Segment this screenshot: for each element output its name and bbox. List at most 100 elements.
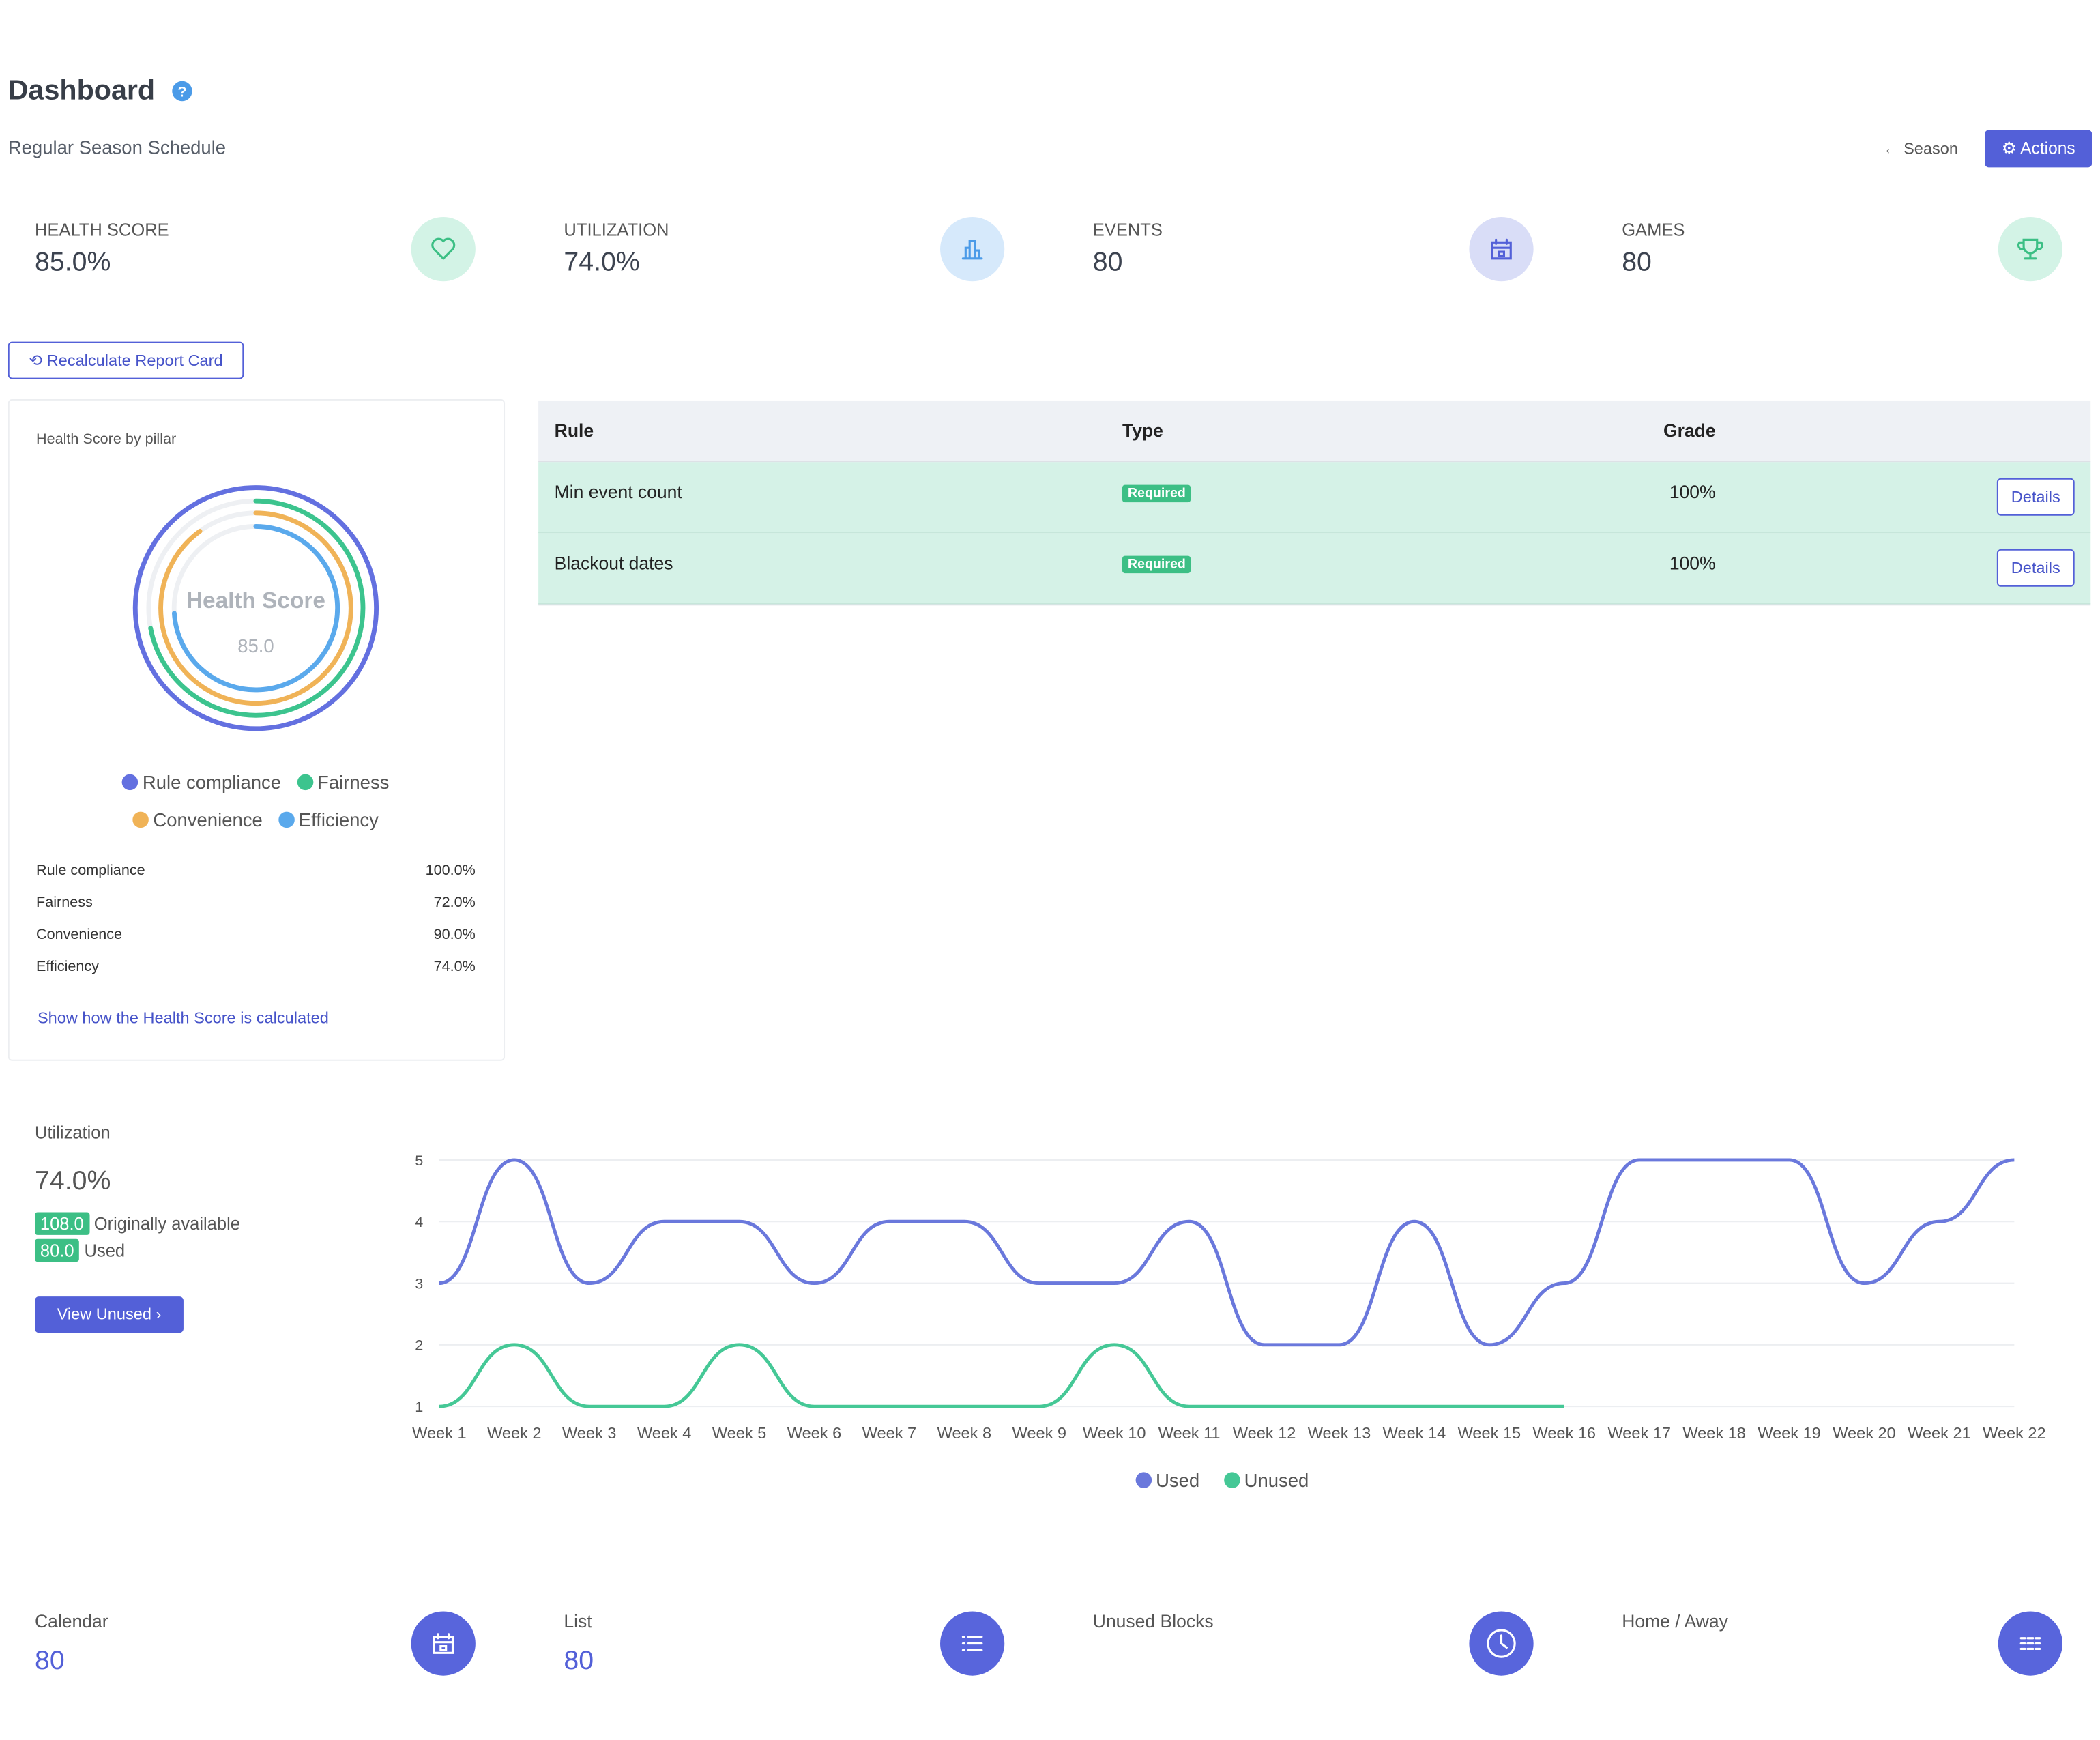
- icon-bg: [940, 217, 1005, 282]
- actions-text[interactable]: Actions: [2020, 139, 2075, 158]
- glyph-part: [961, 1636, 983, 1651]
- x-tick-label: Week 20: [1833, 1424, 1895, 1442]
- used-label: Used: [84, 1240, 126, 1261]
- icon-glyph: [961, 240, 983, 260]
- x-tick-label: Week 7: [862, 1424, 916, 1442]
- legend-dot: [122, 774, 138, 791]
- y-tick-label: 5: [415, 1152, 423, 1169]
- stat-label: GAMES: [1622, 219, 1685, 240]
- ring-arc: [171, 524, 340, 693]
- legend-dot: [278, 811, 295, 828]
- legend-item: Convenience: [132, 809, 263, 831]
- title: Dashboard: [8, 74, 156, 106]
- x-tick-label: Week 12: [1233, 1424, 1296, 1442]
- pillar-value: 100.0%: [425, 862, 476, 879]
- x-tick-label: Week 3: [562, 1424, 616, 1442]
- icon-glyph: [2019, 1637, 2041, 1651]
- x-tick-label: Week 6: [787, 1424, 841, 1442]
- details-button[interactable]: Details: [1996, 549, 2075, 587]
- x-tick-label: Week 19: [1758, 1424, 1820, 1442]
- back-link[interactable]: ← Season: [1882, 139, 1958, 158]
- x-tick-label: Week 17: [1607, 1424, 1671, 1442]
- actions-button[interactable]: ⚙ Actions: [1985, 130, 2092, 168]
- icon-bg: [411, 217, 476, 282]
- grade: 100%: [1669, 482, 1716, 503]
- type-badge: Required: [1122, 555, 1191, 574]
- icon: [1469, 1611, 1534, 1676]
- stat-label: UTILIZATION: [564, 219, 669, 240]
- grade: 100%: [1669, 553, 1716, 574]
- card-label: List: [564, 1611, 592, 1632]
- stat-value: 85.0%: [35, 248, 111, 278]
- glyph-part: [961, 240, 983, 260]
- x-tick-label: Week 18: [1682, 1424, 1746, 1442]
- icon-glyph: [1491, 238, 1512, 260]
- util-title: Utilization: [35, 1122, 111, 1143]
- legend-text: Used: [1156, 1470, 1199, 1491]
- stat-value: 74.0%: [564, 248, 640, 278]
- util-value: 74.0%: [35, 1166, 111, 1196]
- svg-text:?: ?: [177, 83, 186, 100]
- icon: [1469, 217, 1534, 282]
- line-series: [439, 1158, 2015, 1347]
- icon: [1998, 217, 2063, 282]
- legend-dot: [1135, 1472, 1152, 1488]
- details-button[interactable]: Details: [1996, 478, 2075, 516]
- legend-item: Efficiency: [278, 809, 379, 830]
- card-label: Unused Blocks: [1092, 1611, 1214, 1632]
- y-tick-label: 2: [415, 1337, 423, 1354]
- icon-bg: [1469, 217, 1534, 282]
- legend-text: Convenience: [153, 809, 263, 831]
- y-tick-label: 1: [415, 1398, 423, 1415]
- table-row: Blackout dates Required 100% Details: [538, 533, 2091, 605]
- glyph-part: [2019, 1637, 2041, 1651]
- health-card: [8, 398, 506, 1061]
- column-header: Type: [1122, 420, 1163, 441]
- x-tick-label: Week 5: [712, 1424, 766, 1442]
- legend-text: Unused: [1244, 1470, 1309, 1491]
- y-tick-label: 3: [415, 1275, 423, 1292]
- legend-text: Rule compliance: [142, 771, 282, 794]
- pillar-name: Fairness: [36, 895, 93, 911]
- available-badge: 108.0: [35, 1212, 89, 1235]
- glyph-part: [1491, 238, 1512, 260]
- pillar-value: 74.0%: [433, 959, 476, 976]
- stat-value: 80: [1622, 248, 1652, 278]
- card-value: 80: [35, 1646, 65, 1676]
- icon: [940, 217, 1005, 282]
- subtitle: Regular Season Schedule: [8, 136, 227, 158]
- y-tick-label: 4: [415, 1213, 423, 1230]
- help-icon[interactable]: ?: [171, 81, 192, 102]
- recalculate-button[interactable]: ⟲ Recalculate Report Card: [8, 341, 244, 379]
- stat-value: 80: [1092, 248, 1123, 278]
- table-header: [538, 400, 2091, 463]
- glyph-part: [2017, 238, 2043, 260]
- icon: [940, 1611, 1005, 1676]
- legend-item: Rule compliance: [122, 772, 281, 793]
- ring-arc: [132, 485, 379, 731]
- icon-glyph: [961, 1636, 983, 1651]
- x-tick-label: Week 10: [1083, 1424, 1146, 1442]
- line-series: [439, 1343, 1564, 1408]
- legend-text: Fairness: [317, 771, 390, 794]
- back-text[interactable]: Season: [1904, 139, 1958, 158]
- stat-label: HEALTH SCORE: [35, 219, 169, 240]
- stat-label: EVENTS: [1092, 219, 1163, 240]
- available-label: Originally available: [93, 1213, 240, 1234]
- glyph-part: [433, 1633, 454, 1654]
- x-tick-label: Week 8: [937, 1424, 991, 1442]
- view-unused-button[interactable]: View Unused ›: [35, 1296, 184, 1333]
- health-rings: Health Score 85.0: [132, 485, 379, 731]
- recalculate-text[interactable]: Recalculate Report Card: [46, 351, 223, 370]
- health-link[interactable]: Show how the Health Score is calculated: [37, 1009, 329, 1028]
- view-unused-text[interactable]: View Unused: [57, 1304, 151, 1324]
- x-tick-label: Week 9: [1012, 1424, 1066, 1442]
- icon: [1998, 1611, 2063, 1676]
- x-tick-label: Week 4: [637, 1424, 691, 1442]
- pillar-name: Rule compliance: [36, 862, 145, 879]
- legend-dot: [297, 774, 314, 791]
- x-tick-label: Week 2: [487, 1424, 541, 1442]
- x-tick-label: Week 15: [1458, 1424, 1521, 1442]
- x-tick-label: Week 1: [412, 1424, 466, 1442]
